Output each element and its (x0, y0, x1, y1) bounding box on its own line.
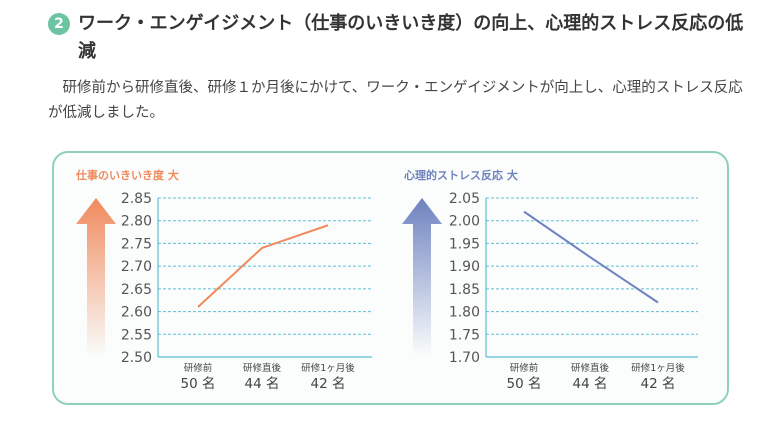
section-body: 研修前から研修直後、研修１か月後にかけて、ワーク・エンゲイジメントが向上し、心理… (48, 80, 743, 121)
chart-1: 仕事のいきいき度 大 2.85 2.80 2.75 2.70 2.65 2.60 2.55 2.… (75, 168, 372, 392)
y-tick-label: 1.75 (449, 327, 480, 343)
y-tick-label: 2.55 (121, 327, 152, 343)
y-tick-label: 1.70 (449, 350, 480, 366)
sample-size-label: 50 名 (181, 376, 216, 392)
charts-svg: 仕事のいきいき度 大 2.85 2.80 2.75 2.70 2.65 2.60 2.55 2.… (75, 168, 698, 392)
x-tick-label: 研修直後 (571, 362, 610, 374)
sample-size-label: 44 名 (573, 376, 608, 392)
sample-size-label: 42 名 (311, 376, 346, 392)
x-tick-label: 研修前 (184, 362, 213, 374)
y-tick-label: 2.05 (449, 191, 480, 207)
x-tick-label: 研修1ヶ月後 (301, 362, 355, 374)
y-tick-label: 2.50 (121, 350, 152, 366)
y-tick-label: 1.95 (449, 236, 480, 252)
scale-arrow-icon (402, 198, 442, 357)
section-heading: 2 ワーク・エンゲイジメント（仕事のいきいき度）の向上、心理的ストレス反応の低減 (48, 10, 748, 66)
x-tick-label: 研修1ヶ月後 (631, 362, 685, 374)
y-tick-label: 2.60 (121, 305, 152, 321)
y-tick-label: 2.65 (121, 282, 152, 298)
sample-size-label: 44 名 (245, 376, 280, 392)
y-tick-label: 2.75 (121, 236, 152, 252)
y-tick-label: 2.85 (121, 191, 152, 207)
y-tick-label: 2.00 (449, 214, 480, 230)
sample-size-label: 50 名 (507, 376, 542, 392)
y-tick-label: 1.85 (449, 282, 480, 298)
y-tick-label: 1.80 (449, 305, 480, 321)
x-tick-label: 研修前 (510, 362, 539, 374)
y-tick-label: 2.70 (121, 259, 152, 275)
sample-size-label: 42 名 (641, 376, 676, 392)
x-tick-label: 研修直後 (243, 362, 282, 374)
chart-2: 心理的ストレス反応 大 2.05 2.00 1.95 1.90 1.85 1.80 1.75 1… (402, 168, 698, 392)
section-number-badge: 2 (48, 13, 70, 35)
scale-arrow-icon (76, 198, 116, 357)
section-title: ワーク・エンゲイジメント（仕事のいきいき度）の向上、心理的ストレス反応の低減 (78, 13, 744, 62)
charts-panel: 仕事のいきいき度 大 2.85 2.80 2.75 2.70 2.65 2.60 2.55 2.… (52, 151, 729, 405)
y-tick-label: 1.90 (449, 259, 480, 275)
chart-title: 心理的ストレス反応 大 (404, 168, 518, 182)
y-tick-label: 2.80 (121, 214, 152, 230)
chart-title: 仕事のいきいき度 大 (75, 168, 179, 182)
